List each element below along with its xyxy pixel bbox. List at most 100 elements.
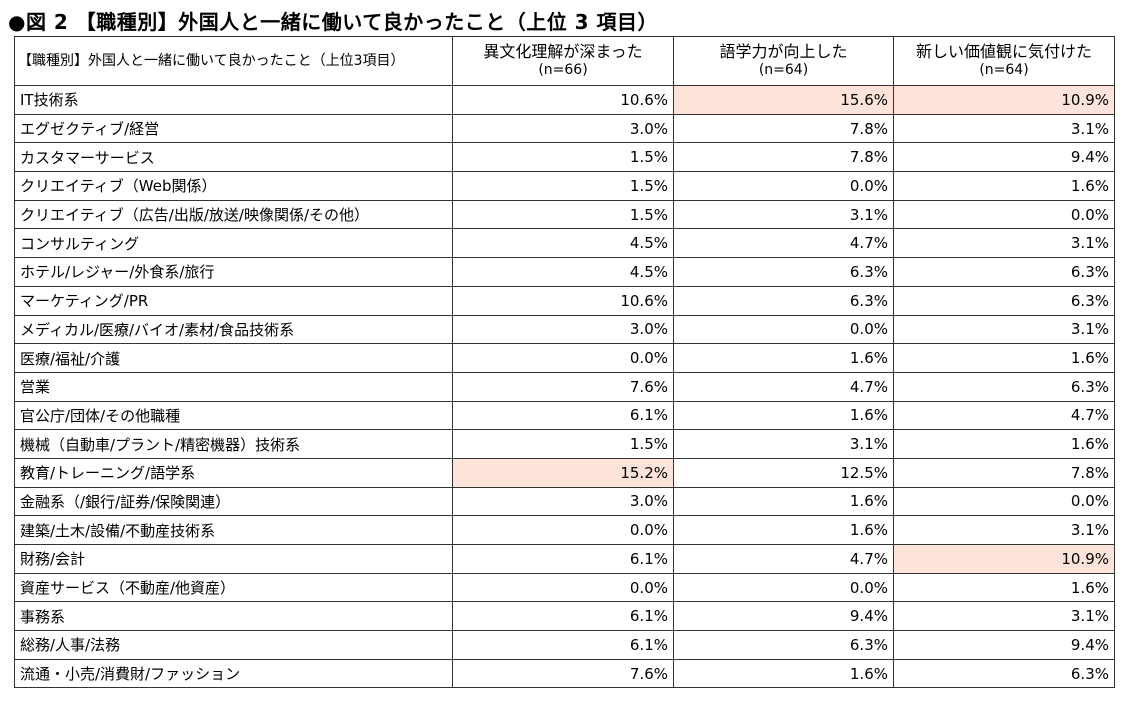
value-cell: 10.6% [452, 285, 674, 316]
table-row: マーケティング/PR 10.6% 6.3% 6.3% [14, 285, 1115, 316]
value-cell: 4.5% [452, 257, 674, 287]
row-category: カスタマーサービス [14, 142, 453, 173]
value-cell: 7.8% [673, 113, 894, 144]
value-cell: 6.3% [893, 257, 1115, 287]
value-cell: 0.0% [673, 314, 894, 345]
table-row: エグゼクティブ/経営 3.0% 7.8% 3.1% [14, 113, 1115, 144]
table-row: カスタマーサービス 1.5% 7.8% 9.4% [14, 142, 1115, 173]
table-row: 金融系（/銀行/証券/保険関連） 3.0% 1.6% 0.0% [14, 486, 1115, 517]
row-category: 機械（自動車/プラント/精密機器）技術系 [14, 429, 453, 459]
table-row: 建築/土木/設備/不動産技術系 0.0% 1.6% 3.1% [14, 515, 1115, 545]
row-category: ホテル/レジャー/外食系/旅行 [14, 257, 453, 287]
column-header-n: (n=64) [758, 62, 809, 78]
value-cell: 6.3% [893, 285, 1115, 316]
value-cell: 10.9% [893, 85, 1115, 115]
value-cell: 3.1% [673, 199, 894, 230]
column-header-label: 異文化理解が深まった [483, 42, 643, 61]
value-cell: 0.0% [893, 199, 1115, 230]
value-cell: 1.6% [893, 429, 1115, 459]
row-category: 医療/福祉/介護 [14, 343, 453, 373]
table-row: メディカル/医療/バイオ/素材/食品技術系 3.0% 0.0% 3.1% [14, 314, 1115, 345]
value-cell: 1.5% [452, 142, 674, 173]
value-cell: 9.4% [893, 630, 1115, 660]
value-cell: 3.1% [893, 113, 1115, 144]
value-cell: 3.1% [893, 515, 1115, 545]
row-category: マーケティング/PR [14, 285, 453, 316]
row-category: 官公庁/団体/その他職種 [14, 400, 453, 431]
value-cell: 9.4% [893, 142, 1115, 173]
row-category: コンサルティング [14, 228, 453, 259]
table-row: IT技術系 10.6% 15.6% 10.9% [14, 85, 1115, 115]
value-cell: 0.0% [452, 572, 674, 603]
table-row: 総務/人事/法務 6.1% 6.3% 9.4% [14, 630, 1115, 660]
value-cell: 1.6% [673, 515, 894, 545]
value-cell: 15.2% [452, 457, 674, 488]
value-cell: 10.9% [893, 544, 1115, 574]
table-row: 資産サービス（不動産/他資産） 0.0% 0.0% 1.6% [14, 572, 1115, 603]
value-cell: 6.3% [893, 658, 1115, 689]
column-header-label: 語学力が向上した [719, 42, 848, 61]
value-cell: 6.1% [452, 544, 674, 574]
value-cell: 6.3% [673, 285, 894, 316]
row-category: IT技術系 [14, 85, 453, 115]
row-category: エグゼクティブ/経営 [14, 113, 453, 144]
value-cell: 3.0% [452, 314, 674, 345]
value-cell: 7.6% [452, 371, 674, 402]
value-cell: 4.5% [452, 228, 674, 259]
row-category: クリエイティブ（広告/出版/放送/映像関係/その他） [14, 199, 453, 230]
value-cell: 9.4% [673, 601, 894, 632]
table-row: 官公庁/団体/その他職種 6.1% 1.6% 4.7% [14, 400, 1115, 431]
value-cell: 0.0% [452, 343, 674, 373]
value-cell: 10.6% [452, 85, 674, 115]
row-category: 総務/人事/法務 [14, 630, 453, 660]
row-category: 事務系 [14, 601, 453, 632]
table-row: 財務/会計 6.1% 4.7% 10.9% [14, 544, 1115, 574]
data-table: 【職種別】外国人と一緒に働いて良かったこと（上位3項目） 異文化理解が深まった … [14, 36, 1115, 689]
row-category: 流通・小売/消費財/ファッション [14, 658, 453, 689]
value-cell: 6.1% [452, 601, 674, 632]
value-cell: 3.1% [893, 228, 1115, 259]
value-cell: 0.0% [673, 171, 894, 201]
value-cell: 3.0% [452, 113, 674, 144]
row-category: クリエイティブ（Web関係） [14, 171, 453, 201]
column-header-3: 新しい価値観に気付けた (n=64) [893, 36, 1115, 86]
row-category: 資産サービス（不動産/他資産） [14, 572, 453, 603]
value-cell: 4.7% [673, 228, 894, 259]
value-cell: 1.5% [452, 199, 674, 230]
table-row: 教育/トレーニング/語学系 15.2% 12.5% 7.8% [14, 457, 1115, 488]
table-row: 営業 7.6% 4.7% 6.3% [14, 371, 1115, 402]
value-cell: 3.1% [673, 429, 894, 459]
table-header: 【職種別】外国人と一緒に働いて良かったこと（上位3項目） 異文化理解が深まった … [14, 36, 1115, 86]
value-cell: 6.1% [452, 630, 674, 660]
value-cell: 12.5% [673, 457, 894, 488]
table-row: 機械（自動車/プラント/精密機器）技術系 1.5% 3.1% 1.6% [14, 429, 1115, 459]
column-header-1: 異文化理解が深まった (n=66) [452, 36, 674, 86]
table-row: 流通・小売/消費財/ファッション 7.6% 1.6% 6.3% [14, 658, 1115, 689]
value-cell: 15.6% [673, 85, 894, 115]
column-header-n: (n=64) [979, 62, 1029, 78]
value-cell: 4.7% [673, 371, 894, 402]
value-cell: 6.3% [673, 630, 894, 660]
value-cell: 3.0% [452, 486, 674, 517]
value-cell: 1.5% [452, 171, 674, 201]
value-cell: 1.6% [673, 486, 894, 517]
table-row: コンサルティング 4.5% 4.7% 3.1% [14, 228, 1115, 259]
value-cell: 1.6% [673, 400, 894, 431]
value-cell: 3.1% [893, 601, 1115, 632]
value-cell: 1.6% [673, 343, 894, 373]
row-category: メディカル/医療/バイオ/素材/食品技術系 [14, 314, 453, 345]
header-row: 【職種別】外国人と一緒に働いて良かったこと（上位3項目） 異文化理解が深まった … [14, 36, 1115, 86]
value-cell: 1.6% [893, 171, 1115, 201]
value-cell: 7.6% [452, 658, 674, 689]
row-category: 営業 [14, 371, 453, 402]
column-header-n: (n=66) [538, 62, 588, 78]
value-cell: 0.0% [673, 572, 894, 603]
value-cell: 6.3% [673, 257, 894, 287]
table-row: クリエイティブ（広告/出版/放送/映像関係/その他） 1.5% 3.1% 0.0% [14, 199, 1115, 230]
table-row: クリエイティブ（Web関係） 1.5% 0.0% 1.6% [14, 171, 1115, 201]
value-cell: 6.1% [452, 400, 674, 431]
corner-header: 【職種別】外国人と一緒に働いて良かったこと（上位3項目） [14, 36, 453, 86]
value-cell: 7.8% [893, 457, 1115, 488]
row-category: 教育/トレーニング/語学系 [14, 457, 453, 488]
value-cell: 7.8% [673, 142, 894, 173]
